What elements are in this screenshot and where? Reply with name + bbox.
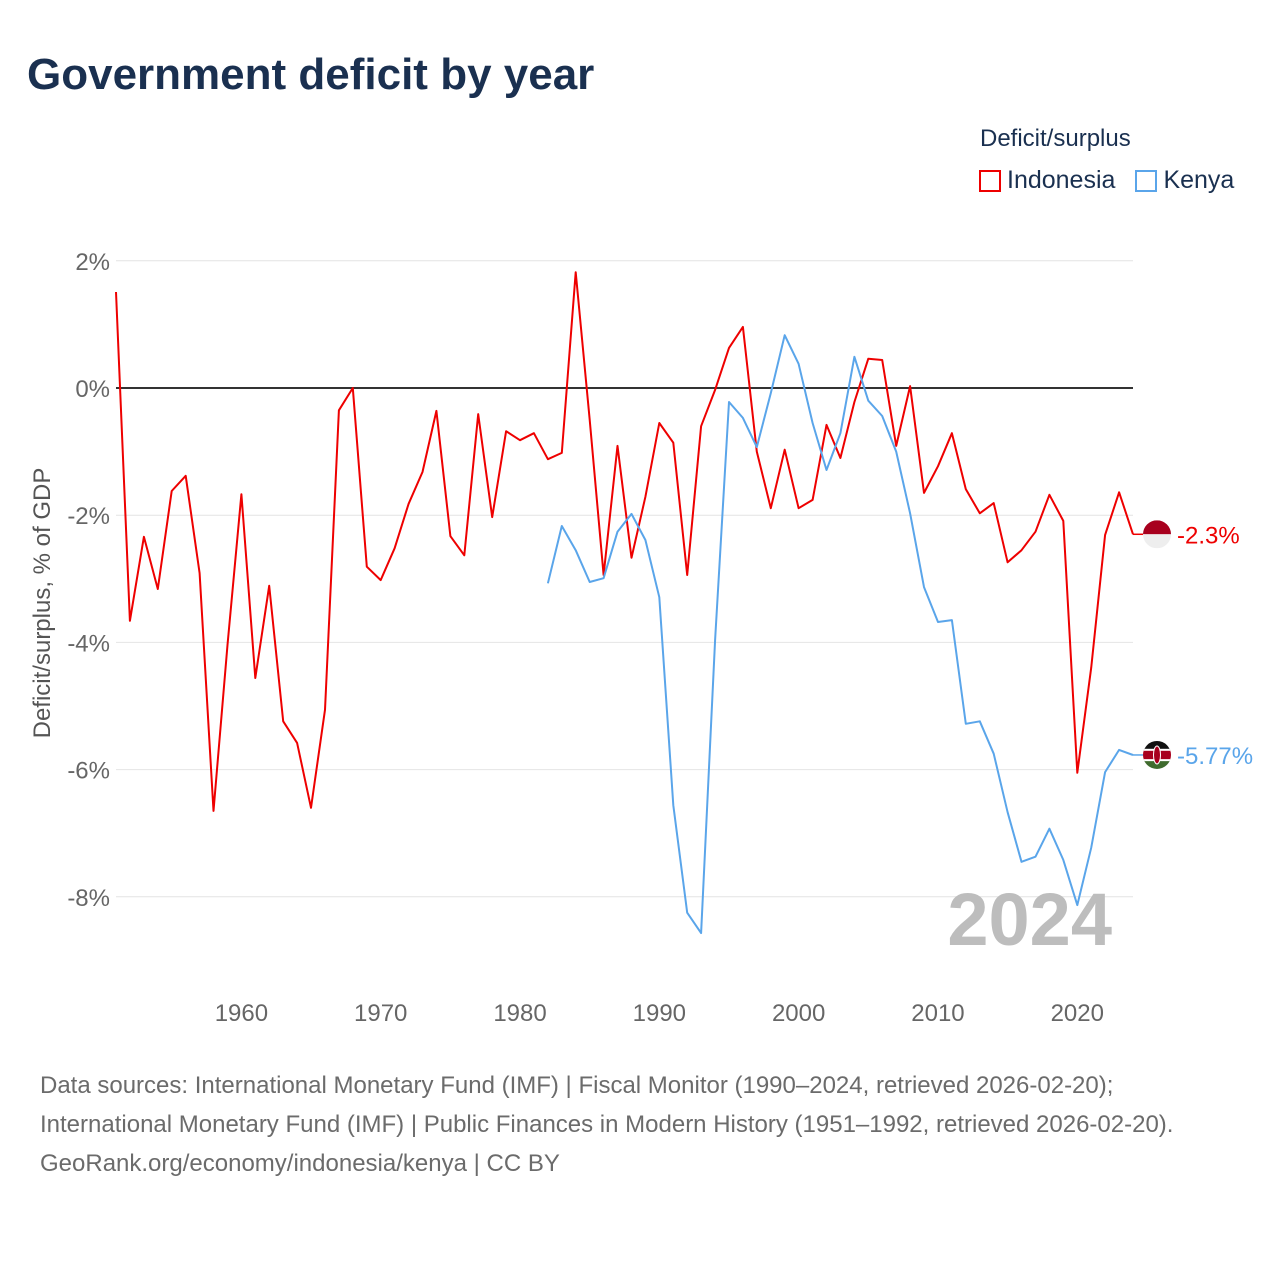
flag-icon-kenya	[1143, 740, 1171, 769]
x-tick-label: 1960	[215, 1000, 268, 1027]
x-tick-label: 1970	[354, 1000, 407, 1027]
legend-swatch-kenya	[1135, 169, 1158, 192]
flag-icon-indonesia	[1143, 520, 1171, 549]
x-tick-label: 2020	[1051, 1000, 1104, 1027]
y-tick-label: -4%	[67, 630, 110, 657]
y-axis-label: Deficit/surplus, % of GDP	[29, 468, 56, 739]
x-tick-label: 2000	[772, 1000, 825, 1027]
footer: Data sources: International Monetary Fun…	[40, 1066, 1240, 1183]
series-line-indonesia	[115, 271, 1134, 812]
year-watermark: 2024	[947, 878, 1112, 961]
page-title: Government deficit by year	[27, 50, 595, 99]
line-chart: 2% 0% -2% -4% -6% -8% 1960 1970 1980 1990 2000 2010…	[29, 249, 1253, 1027]
y-tick-label: -2%	[67, 503, 110, 530]
legend-item-kenya[interactable]: Kenya	[1135, 166, 1234, 195]
x-tick-label: 2010	[911, 1000, 964, 1027]
credit-link[interactable]: GeoRank.org/economy/indonesia/kenya | CC…	[40, 1150, 560, 1177]
y-tick-label: -8%	[67, 885, 110, 912]
data-sources: Data sources: International Monetary Fun…	[40, 1072, 1174, 1138]
legend-title: Deficit/surplus	[980, 125, 1131, 152]
end-value-label-kenya: -5.77%	[1177, 743, 1253, 770]
x-tick-label: 1990	[633, 1000, 686, 1027]
legend-label-indonesia: Indonesia	[1007, 166, 1116, 194]
legend: Indonesia Kenya	[979, 166, 1234, 195]
series-line-kenya	[546, 334, 1134, 935]
legend-label-kenya: Kenya	[1163, 166, 1235, 194]
legend-swatch-indonesia	[979, 169, 1001, 192]
legend-item-indonesia[interactable]: Indonesia	[979, 166, 1115, 195]
end-value-label-indonesia: -2.3%	[1177, 522, 1240, 549]
y-tick-label: 2%	[75, 249, 110, 276]
y-tick-label: -6%	[67, 758, 110, 785]
y-tick-label: 0%	[75, 376, 110, 403]
x-tick-label: 1980	[493, 1000, 546, 1027]
